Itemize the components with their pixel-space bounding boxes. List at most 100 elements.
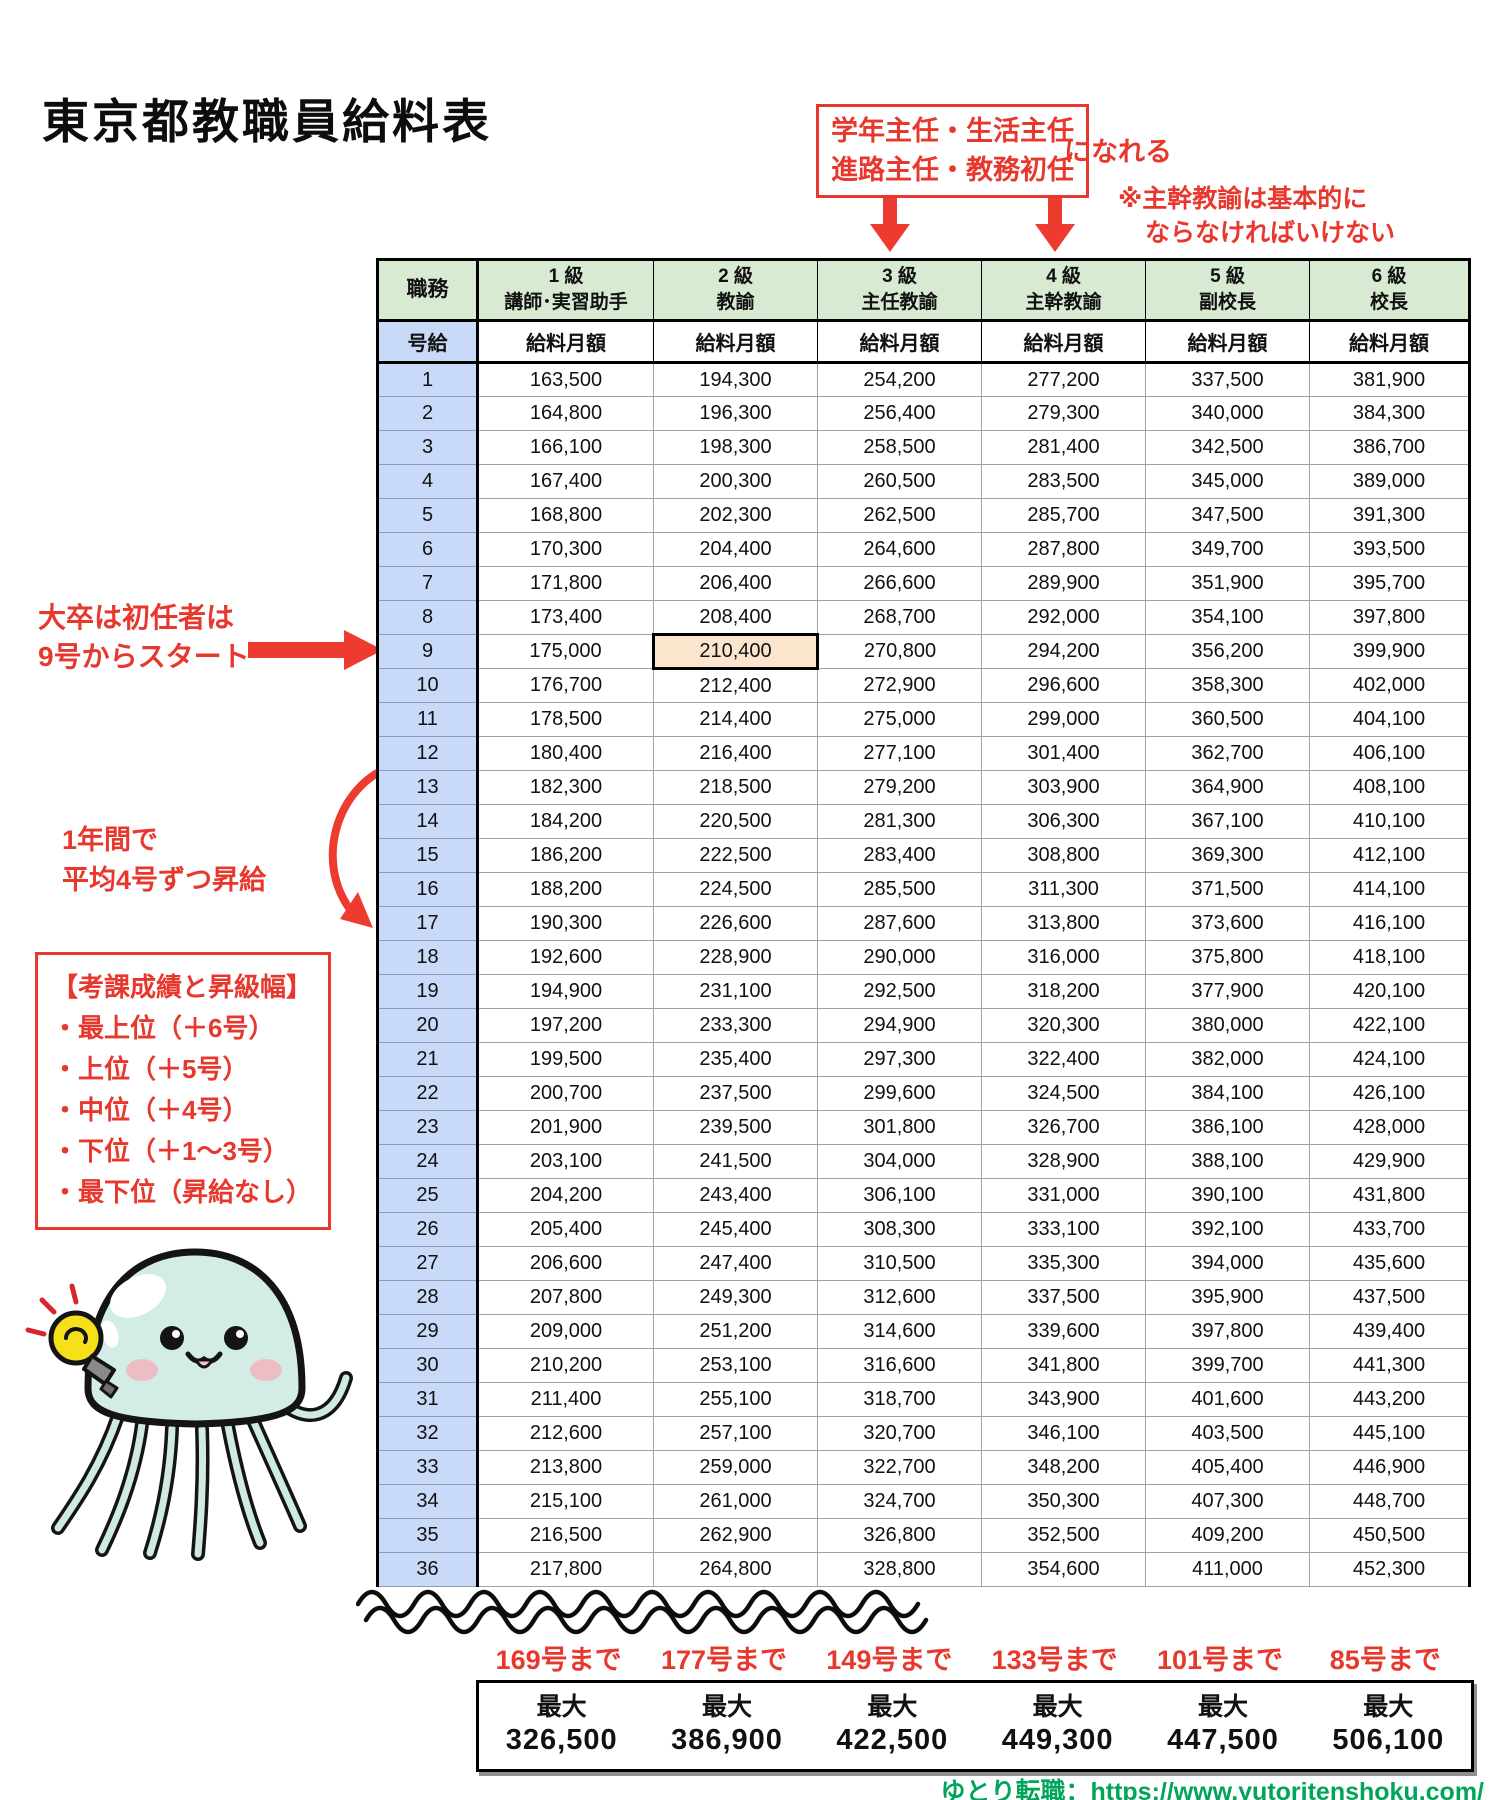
salary-cell: 437,500	[1309, 1280, 1470, 1315]
salary-cell: 212,400	[653, 668, 818, 703]
salary-cell: 377,900	[1145, 974, 1310, 1009]
salary-cell: 196,300	[653, 396, 818, 431]
salary-cell: 308,300	[817, 1212, 982, 1247]
table-row: 24 203,100 241,500 304,000 328,900 388,100 429…	[377, 1144, 1470, 1179]
salary-cell: 441,300	[1309, 1348, 1470, 1383]
salary-cell: 397,800	[1145, 1314, 1310, 1349]
grade-header-cell: 4 級 主幹教諭	[981, 259, 1146, 322]
salary-cell: 277,200	[981, 362, 1146, 397]
salary-cell: 186,200	[477, 838, 654, 873]
salary-cell: 414,100	[1309, 872, 1470, 907]
salary-cell: 216,400	[653, 736, 818, 771]
salary-cell: 184,200	[477, 804, 654, 839]
table-row: 3 166,100 198,300 258,500 281,400 342,500 386,…	[377, 430, 1470, 465]
salary-cell: 426,100	[1309, 1076, 1470, 1111]
salary-cell: 318,200	[981, 974, 1146, 1009]
salary-cell: 202,300	[653, 498, 818, 533]
salary-cell: 393,500	[1309, 532, 1470, 567]
kyu-number-cell: 8	[377, 600, 479, 635]
table-row: 34 215,100 261,000 324,700 350,300 407,300 448…	[377, 1484, 1470, 1519]
salary-cell: 180,400	[477, 736, 654, 771]
salary-cell: 348,200	[981, 1450, 1146, 1485]
salary-cell: 270,800	[817, 634, 982, 669]
max-kyu-label: 101号まで	[1156, 1645, 1283, 1675]
salary-cell: 163,500	[477, 362, 654, 397]
salary-cell: 339,600	[981, 1314, 1146, 1349]
salary-cell: 322,400	[981, 1042, 1146, 1077]
salary-cell: 308,800	[981, 838, 1146, 873]
corner-header-cell: 職務	[377, 259, 479, 322]
grade-header-cell: 6 級 校長	[1309, 259, 1470, 322]
salary-cell: 247,400	[653, 1246, 818, 1281]
salary-cell: 326,700	[981, 1110, 1146, 1145]
salary-cell: 176,700	[477, 668, 654, 703]
salary-cell: 299,600	[817, 1076, 982, 1111]
max-salary-cell: 最大 506,100	[1332, 1693, 1445, 1756]
kyu-number-cell: 31	[377, 1382, 479, 1417]
salary-cell: 285,700	[981, 498, 1146, 533]
salary-cell: 254,200	[817, 362, 982, 397]
salary-cell: 281,300	[817, 804, 982, 839]
table-row: 5 168,800 202,300 262,500 285,700 347,500 391,…	[377, 498, 1470, 533]
table-row: 28 207,800 249,300 312,600 337,500 395,900 437…	[377, 1280, 1470, 1315]
max-salary-box: 最大 326,500 最大 386,900 最大 422,500 最大 449,…	[476, 1680, 1474, 1772]
salary-cell: 226,600	[653, 906, 818, 941]
salary-cell: 443,200	[1309, 1382, 1470, 1417]
dome-highlight	[110, 1274, 166, 1318]
kyu-number-cell: 35	[377, 1518, 479, 1553]
salary-cell: 392,100	[1145, 1212, 1310, 1247]
annual-raise-note-line1: 1年間で	[62, 825, 159, 855]
salary-cell: 283,500	[981, 464, 1146, 499]
table-row: 13 182,300 218,500 279,200 303,900 364,900 408…	[377, 770, 1470, 805]
kyu-number-cell: 22	[377, 1076, 479, 1111]
salary-cell: 375,800	[1145, 940, 1310, 975]
salary-cell: 290,000	[817, 940, 982, 975]
salary-cell: 407,300	[1145, 1484, 1310, 1519]
salary-cell: 204,200	[477, 1178, 654, 1213]
salary-cell: 356,200	[1145, 634, 1310, 669]
salary-cell: 233,300	[653, 1008, 818, 1043]
kyu-number-cell: 27	[377, 1246, 479, 1281]
salary-cell: 201,900	[477, 1110, 654, 1145]
table-row: 16 188,200 224,500 285,500 311,300 371,500 414…	[377, 872, 1470, 907]
appraisal-box-item: ・下位（＋1～3号）	[52, 1136, 289, 1166]
salary-cell: 337,500	[1145, 362, 1310, 397]
kyu-number-cell: 16	[377, 872, 479, 907]
salary-cell: 253,100	[653, 1348, 818, 1383]
salary-cell: 262,500	[817, 498, 982, 533]
salary-cell: 275,000	[817, 702, 982, 737]
salary-cell: 390,100	[1145, 1178, 1310, 1213]
salary-cell: 352,500	[981, 1518, 1146, 1553]
kyu-number-cell: 14	[377, 804, 479, 839]
kyu-number-cell: 26	[377, 1212, 479, 1247]
kyu-number-cell: 30	[377, 1348, 479, 1383]
salary-cell: 175,000	[477, 634, 654, 669]
table-row: 7 171,800 206,400 266,600 289,900 351,900 395,…	[377, 566, 1470, 601]
salary-cell: 210,200	[477, 1348, 654, 1383]
kyu-number-cell: 24	[377, 1144, 479, 1179]
salary-cell: 412,100	[1309, 838, 1470, 873]
kyu-number-cell: 25	[377, 1178, 479, 1213]
dome-highlight-small	[101, 1320, 119, 1348]
salary-cell: 367,100	[1145, 804, 1310, 839]
table-row: 31 211,400 255,100 318,700 343,900 401,600 443…	[377, 1382, 1470, 1417]
salary-cell: 217,800	[477, 1552, 654, 1587]
salary-cell: 205,400	[477, 1212, 654, 1247]
salary-cell: 409,200	[1145, 1518, 1310, 1553]
torn-edge-waves	[356, 1589, 929, 1635]
salary-cell: 335,300	[981, 1246, 1146, 1281]
salary-cell: 316,600	[817, 1348, 982, 1383]
salary-cell: 167,400	[477, 464, 654, 499]
salary-cell: 210,400	[652, 633, 819, 670]
table-row: 25 204,200 243,400 306,100 331,000 390,100 431…	[377, 1178, 1470, 1213]
grade-header-cell: 2 級 教諭	[653, 259, 818, 322]
max-salary-cell: 最大 386,900	[671, 1693, 783, 1756]
salary-cell: 416,100	[1309, 906, 1470, 941]
kyu-number-cell: 6	[377, 532, 479, 567]
salary-cell: 446,900	[1309, 1450, 1470, 1485]
salary-cell: 194,300	[653, 362, 818, 397]
salary-cell: 371,500	[1145, 872, 1310, 907]
salary-cell: 318,700	[817, 1382, 982, 1417]
salary-cell: 211,400	[477, 1382, 654, 1417]
table-row: 30 210,200 253,100 316,600 341,800 399,700 441…	[377, 1348, 1470, 1383]
